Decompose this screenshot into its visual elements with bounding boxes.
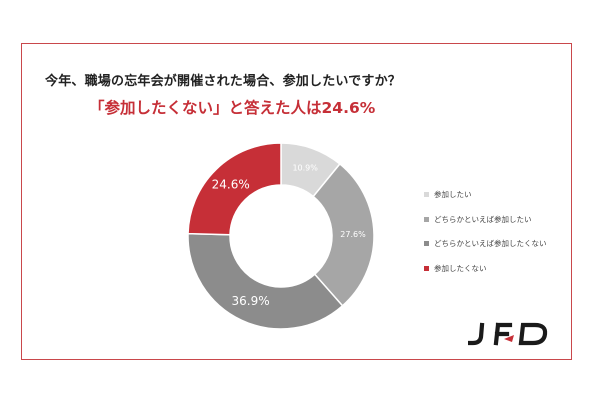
legend-swatch <box>424 216 429 222</box>
legend-label: どちらかといえば参加したい <box>434 214 532 224</box>
legend-swatch <box>424 241 429 246</box>
legend-item: 参加したい <box>424 188 547 201</box>
legend-swatch <box>424 192 429 197</box>
legend-label: 参加したくない <box>434 263 487 273</box>
chart-legend: 参加したいどちらかといえば参加したいどちらかといえば参加したくない 参加したくない <box>424 188 547 286</box>
legend-label: どちらかといえば参加したくない <box>434 239 547 248</box>
slice-dochiraka-shitai <box>312 162 375 307</box>
slice-dochiraka-shitakunai <box>187 232 344 330</box>
legend-item: どちらかといえば参加したい <box>424 213 547 226</box>
legend-swatch <box>424 265 429 271</box>
chart-subtitle: 「参加したくない」と答えた人は24.6% <box>89 99 376 117</box>
chart-title: 今年、職場の忘年会が開催された場合、参加したいですか？ <box>45 74 402 89</box>
label-sanka-shitai: 10.9% <box>292 164 318 173</box>
legend-item: どちらかといえば参加したくない <box>424 237 547 250</box>
legend-label: 参加したい <box>434 190 472 199</box>
label-dochiraka-shitakunai: 36.9% <box>231 294 269 308</box>
jfd-logo <box>468 322 548 346</box>
label-sanka-shitakunai: 24.6% <box>212 177 250 191</box>
legend-item: 参加したくない <box>424 262 547 275</box>
label-dochiraka-shitai: 27.6% <box>340 230 366 239</box>
slice-sanka-shitakunai <box>187 142 282 236</box>
